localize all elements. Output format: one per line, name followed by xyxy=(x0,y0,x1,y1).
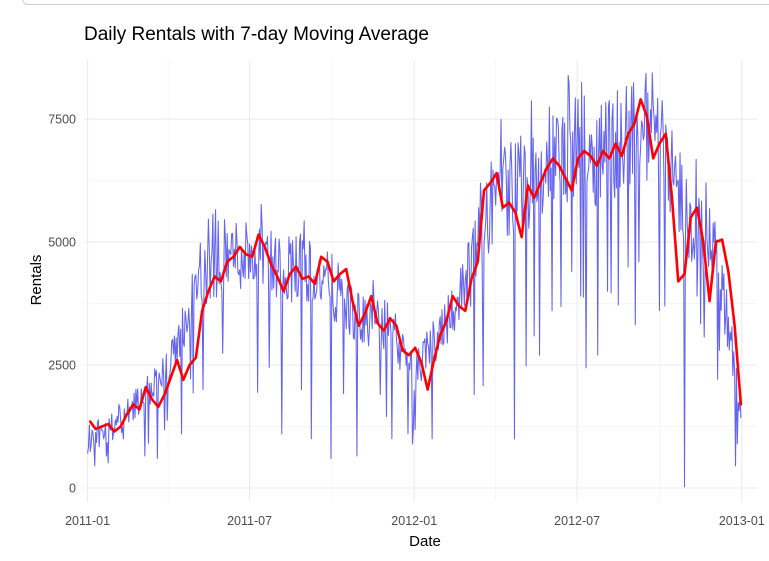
y-tick-label-0: 0 xyxy=(69,482,76,496)
y-tick-label-1: 2500 xyxy=(48,359,76,373)
chart-title: Daily Rentals with 7-day Moving Average xyxy=(84,24,429,45)
moving-average-line xyxy=(88,98,743,433)
x-tick-label-3: 2012-07 xyxy=(554,514,600,528)
x-tick-label-1: 2011-07 xyxy=(227,514,272,528)
y-axis-label: Rentals xyxy=(28,255,45,306)
x-tick-label-2: 2012-01 xyxy=(391,514,437,528)
moving-average-series xyxy=(88,98,743,433)
x-tick-label-4: 2013-01 xyxy=(719,514,765,528)
daily-rentals-line xyxy=(87,72,742,488)
x-axis-label: Date xyxy=(409,533,441,550)
x-tick-label-0: 2011-01 xyxy=(65,514,110,528)
daily-rentals-series xyxy=(87,72,742,488)
top-frame xyxy=(22,0,769,5)
y-tick-label-2: 5000 xyxy=(48,236,76,250)
tick-labels: 0 2500 5000 7500 2011-01 2011-07 2012-01 2012-0… xyxy=(48,113,765,528)
grid-layer xyxy=(84,60,757,502)
y-tick-label-3: 7500 xyxy=(48,113,76,127)
